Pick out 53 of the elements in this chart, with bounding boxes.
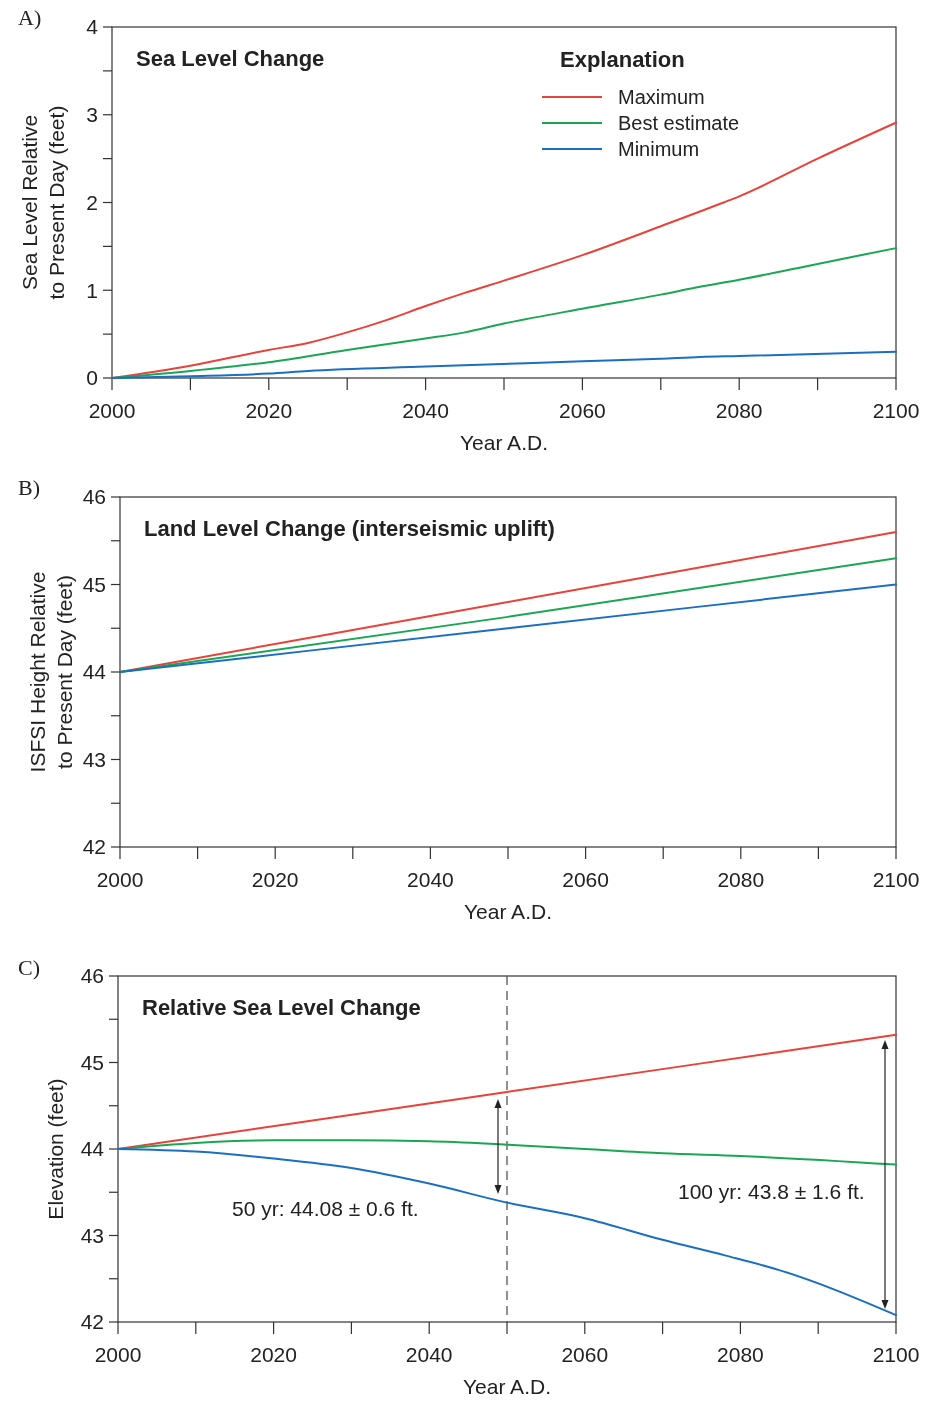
y-tick-label: 1 <box>86 278 98 302</box>
x-tick-label: 2060 <box>561 1343 609 1366</box>
x-tick-label: 2060 <box>559 399 606 422</box>
x-tick-label: 2000 <box>96 868 144 891</box>
x-tick-label: 2020 <box>251 868 299 891</box>
x-tick-label: 2040 <box>407 868 454 891</box>
x-axis-title: Year A.D. <box>460 431 548 454</box>
x-tick-label: 2080 <box>715 399 763 422</box>
x-tick-label: 2000 <box>94 1343 142 1366</box>
legend-label: Maximum <box>618 86 705 108</box>
y-tick-label: 42 <box>82 835 106 859</box>
y-tick-label: 42 <box>80 1310 104 1334</box>
y-axis-title: Sea Level Relative to Present Day (feet) <box>18 105 68 300</box>
x-tick-label: 2040 <box>402 399 449 422</box>
x-tick-label: 2100 <box>872 1343 920 1366</box>
y-tick-label: 43 <box>82 747 106 771</box>
y-tick-label: 46 <box>80 964 104 988</box>
annotation: 50 yr: 44.08 ± 0.6 ft. <box>232 1197 419 1220</box>
y-tick-label: 44 <box>82 660 107 684</box>
y-tick-label: 45 <box>82 572 106 596</box>
x-tick-label: 2080 <box>717 1343 764 1366</box>
y-tick-label: 3 <box>86 103 98 127</box>
line-series <box>117 1148 897 1317</box>
x-tick-label: 2100 <box>872 868 920 891</box>
y-tick-label: 43 <box>80 1223 104 1247</box>
text: Land Level Change (interseismic uplift) <box>144 516 555 541</box>
text: A) <box>18 5 42 30</box>
x-tick-label: 2020 <box>250 1343 297 1366</box>
y-tick-label: 0 <box>86 366 98 390</box>
y-tick-label: 46 <box>82 485 106 509</box>
x-tick-label: 2000 <box>88 399 136 422</box>
y-axis-title: ISFSI Height Relative to Present Day (feet) <box>26 571 76 773</box>
line-series <box>111 350 897 379</box>
text: B) <box>18 475 40 500</box>
legend-label: Best estimate <box>618 112 740 134</box>
x-tick-label: 2040 <box>405 1343 453 1366</box>
text: Sea Level Change <box>136 46 325 71</box>
x-axis-title: Year A.D. <box>464 900 552 923</box>
legend-label: Minimum <box>618 138 700 160</box>
y-tick-label: 45 <box>80 1050 104 1074</box>
x-tick-label: 2020 <box>245 399 293 422</box>
x-axis-title: Year A.D. <box>463 1375 551 1398</box>
annotation: 100 yr: 43.8 ± 1.6 ft. <box>678 1180 865 1203</box>
y-axis-title: Elevation (feet) <box>44 1078 67 1220</box>
y-tick-label: 44 <box>80 1137 105 1161</box>
legend-title: Explanation <box>560 47 685 72</box>
x-tick-label: 2060 <box>562 868 609 891</box>
text: C) <box>18 955 40 980</box>
x-tick-label: 2080 <box>717 868 765 891</box>
y-tick-label: 4 <box>86 15 99 39</box>
x-tick-label: 2100 <box>872 399 920 422</box>
text: Relative Sea Level Change <box>142 995 421 1020</box>
y-tick-label: 2 <box>86 190 98 214</box>
